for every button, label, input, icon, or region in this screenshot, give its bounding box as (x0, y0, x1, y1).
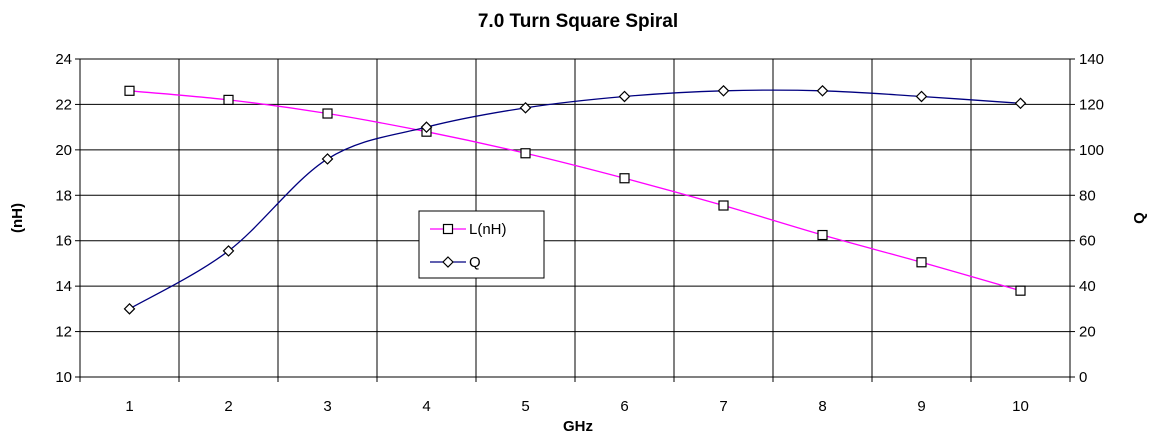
data-point (420, 121, 433, 133)
left-y-axis-label: (nH) (9, 203, 26, 233)
data-point (223, 94, 234, 105)
data-point (618, 90, 631, 103)
right-y-axis-label: Q (1131, 212, 1148, 224)
right-tick-label: 140 (1079, 51, 1104, 68)
left-tick-label: 12 (55, 324, 72, 341)
right-tick-label: 40 (1079, 278, 1096, 295)
right-tick-label: 0 (1079, 369, 1087, 386)
left-tick-label: 10 (55, 369, 72, 386)
series-line (129, 89, 1021, 310)
data-point (321, 153, 334, 165)
left-tick-label: 16 (55, 233, 72, 250)
data-point (519, 101, 532, 114)
data-point (717, 84, 730, 97)
x-tick-label: 2 (224, 398, 232, 415)
right-tick-label: 100 (1079, 142, 1104, 159)
grid (80, 58, 1070, 378)
x-tick-label: 7 (719, 398, 727, 415)
right-tick-label: 60 (1079, 233, 1096, 250)
data-point (718, 200, 729, 211)
chart-title: 7.0 Turn Square Spiral (478, 11, 678, 32)
left-tick-label: 14 (55, 278, 72, 295)
data-point (916, 257, 927, 268)
data-point (124, 85, 135, 96)
series-layer (123, 84, 1027, 315)
right-tick-label: 80 (1079, 187, 1096, 204)
data-point (1015, 285, 1026, 296)
legend-label: Q (469, 254, 481, 271)
data-point (816, 84, 829, 97)
legend-marker (442, 223, 454, 235)
data-point (619, 173, 630, 184)
series-2 (123, 84, 1027, 315)
left-y-axis: 10 12 14 16 18 20 22 24 (55, 51, 80, 386)
left-tick-label: 18 (55, 187, 72, 204)
legend-item: L(nH) (430, 221, 507, 238)
x-tick-label: 3 (323, 398, 331, 415)
left-tick-label: 24 (55, 51, 72, 68)
data-point (322, 108, 333, 119)
right-tick-label: 20 (1079, 324, 1096, 341)
data-point (817, 229, 828, 241)
x-tick-label: 10 (1012, 398, 1029, 415)
data-point (222, 245, 235, 257)
legend-label: L(nH) (469, 221, 507, 238)
data-point (520, 148, 531, 159)
data-point (915, 90, 928, 103)
right-y-axis: 0 20 40 60 80 100 120 140 (1070, 51, 1104, 386)
data-point (1014, 97, 1027, 110)
x-tick-label: 6 (620, 398, 628, 415)
x-tick-label: 4 (422, 398, 430, 415)
x-tick-label: 9 (917, 398, 925, 415)
x-axis-label: GHz (563, 418, 593, 435)
legend-item: Q (430, 254, 481, 271)
x-tick-label: 5 (521, 398, 529, 415)
legend-marker (442, 256, 454, 268)
x-tick-label: 1 (125, 398, 133, 415)
right-tick-label: 120 (1079, 96, 1104, 113)
left-tick-label: 22 (55, 96, 72, 113)
x-tick-label: 8 (818, 398, 826, 415)
series-1 (124, 85, 1026, 296)
legend: L(nH) Q (418, 210, 545, 279)
data-point (123, 303, 136, 315)
x-axis: 1 2 3 4 5 6 7 8 9 10 (79, 377, 1071, 415)
legend-box (418, 210, 545, 279)
left-tick-label: 20 (55, 142, 72, 159)
series-line (129, 90, 1021, 292)
